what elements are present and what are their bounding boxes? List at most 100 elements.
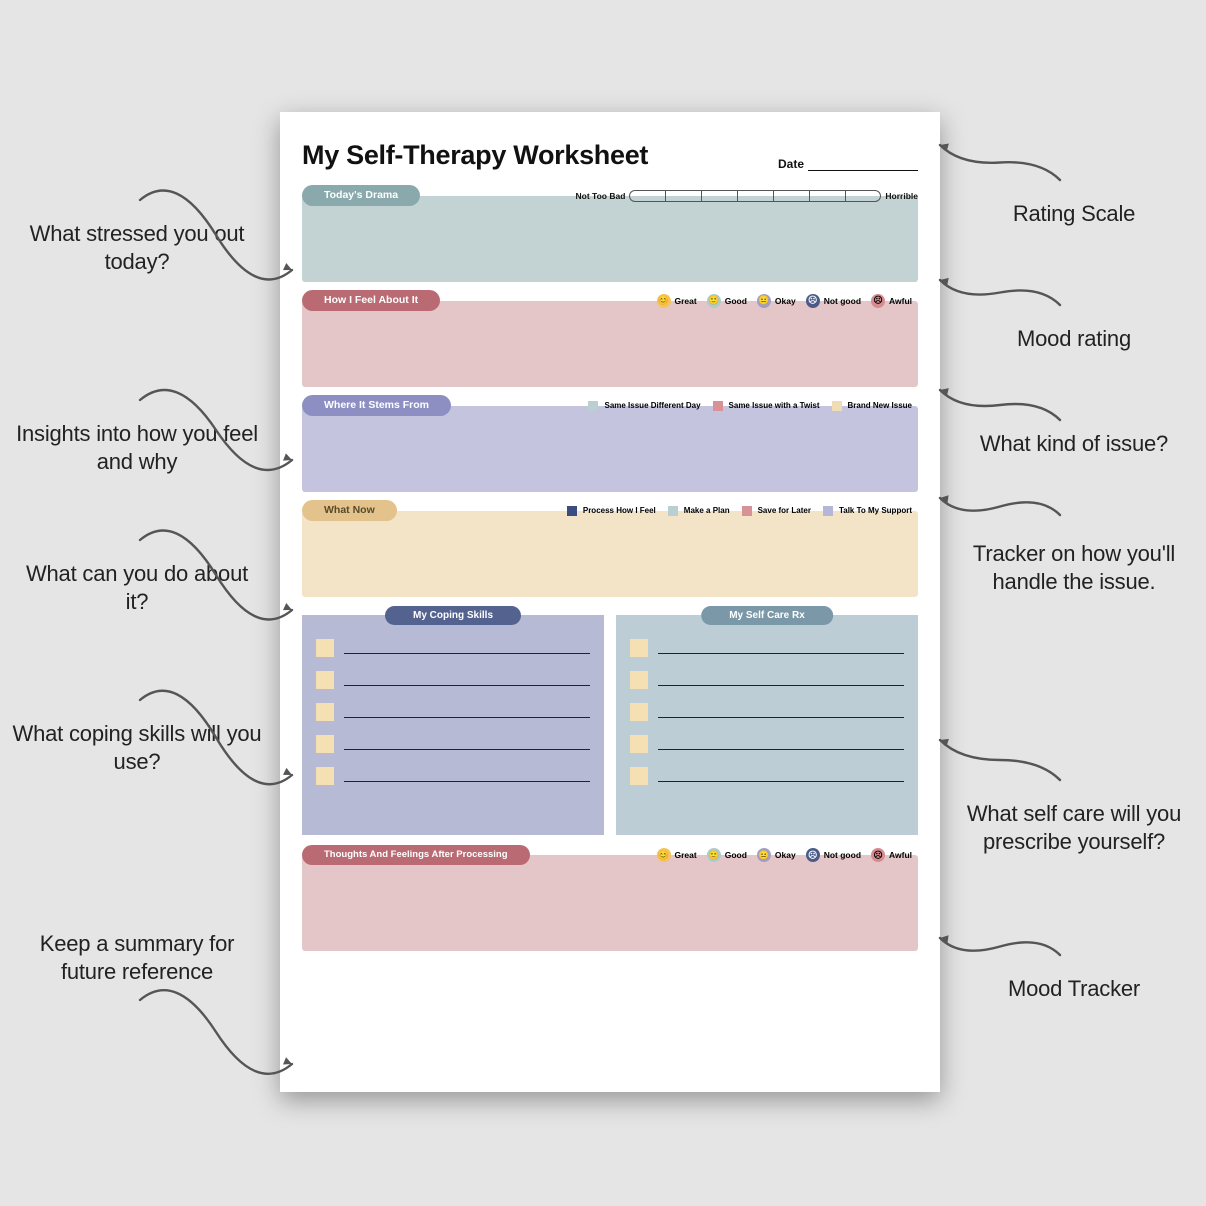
mood-face-icon[interactable]: ☹ [871,848,885,862]
mood-face-icon[interactable]: ☹ [871,294,885,308]
pill-feel: How I Feel About It [302,290,440,311]
sheet-title: My Self-Therapy Worksheet [302,140,648,171]
canvas: My Self-Therapy Worksheet Date Today's D… [0,0,1206,1206]
check-row[interactable] [316,703,590,721]
panel-selfcare: My Self Care Rx [616,605,918,835]
sheet-header: My Self-Therapy Worksheet Date [302,140,918,171]
mood-label: Good [725,850,747,860]
mood-row[interactable]: 😊Great🙂Good😐Okay☹Not good☹Awful [448,294,918,308]
check-row[interactable] [316,767,590,785]
check-row[interactable] [316,639,590,657]
mood-label: Not good [824,296,861,306]
worksheet: My Self-Therapy Worksheet Date Today's D… [280,112,940,1092]
mood-label: Not good [824,850,861,860]
callout-left: What stressed you out today? [12,220,262,275]
scale-cell[interactable] [737,190,773,202]
mood-face-icon[interactable]: 😊 [657,294,671,308]
section-after: Thoughts And Feelings After Processing 😊… [302,845,918,951]
selfcare-box[interactable] [616,615,918,835]
callout-left: What coping skills will you use? [12,720,262,775]
mood-label: Awful [889,296,912,306]
checkbox-icon[interactable] [630,639,648,657]
checkbox-icon[interactable] [316,767,334,785]
pill-stems: Where It Stems From [302,395,451,416]
legend-swatch-icon [742,506,752,516]
pill-drama: Today's Drama [302,185,420,206]
feel-box[interactable] [302,301,918,387]
dual-panels: My Coping Skills My Self Care Rx [302,605,918,835]
mood-row-after[interactable]: 😊Great🙂Good😐Okay☹Not good☹Awful [538,848,918,862]
date-field[interactable]: Date [778,157,918,171]
pill-selfcare: My Self Care Rx [701,606,833,625]
write-line[interactable] [658,738,904,750]
legend-swatch-icon [588,401,598,411]
legend-swatch-icon [567,506,577,516]
legend-swatch-icon [713,401,723,411]
mood-face-icon[interactable]: 🙂 [707,294,721,308]
drama-box[interactable] [302,196,918,282]
callout-left: What can you do about it? [12,560,262,615]
check-row[interactable] [630,639,904,657]
write-line[interactable] [344,674,590,686]
section-drama: Today's Drama Not Too Bad Horrible [302,185,918,282]
scale-cell[interactable] [845,190,881,202]
callout-right: What self care will you prescribe yourse… [954,800,1194,855]
write-line[interactable] [658,642,904,654]
checkbox-icon[interactable] [630,703,648,721]
mood-face-icon[interactable]: 😊 [657,848,671,862]
write-line[interactable] [658,770,904,782]
callout-right: Mood rating [954,325,1194,353]
scale-cell[interactable] [629,190,665,202]
legend-label: Make a Plan [684,506,730,515]
date-line[interactable] [808,159,918,171]
write-line[interactable] [344,706,590,718]
after-box[interactable] [302,855,918,951]
mood-face-icon[interactable]: 🙂 [707,848,721,862]
mood-label: Okay [775,850,796,860]
write-line[interactable] [344,642,590,654]
check-row[interactable] [316,735,590,753]
check-row[interactable] [630,703,904,721]
checkbox-icon[interactable] [316,639,334,657]
checkbox-icon[interactable] [316,671,334,689]
legend-label: Talk To My Support [839,506,912,515]
mood-face-icon[interactable]: 😐 [757,294,771,308]
checkbox-icon[interactable] [630,767,648,785]
scale-cell[interactable] [773,190,809,202]
stems-box[interactable] [302,406,918,492]
scale-left-label: Not Too Bad [576,191,626,201]
checkbox-icon[interactable] [630,671,648,689]
legend-label: Brand New Issue [848,401,912,410]
scale-cell[interactable] [809,190,845,202]
section-now: What Now Process How I FeelMake a PlanSa… [302,500,918,597]
mood-label: Great [675,296,697,306]
legend-swatch-icon [823,506,833,516]
mood-label: Great [675,850,697,860]
check-row[interactable] [630,767,904,785]
legend-swatch-icon [832,401,842,411]
checkbox-icon[interactable] [316,735,334,753]
mood-label: Good [725,296,747,306]
write-line[interactable] [658,706,904,718]
write-line[interactable] [658,674,904,686]
coping-box[interactable] [302,615,604,835]
callout-left: Insights into how you feel and why [12,420,262,475]
scale-cell[interactable] [701,190,737,202]
panel-coping: My Coping Skills [302,605,604,835]
write-line[interactable] [344,738,590,750]
now-box[interactable] [302,511,918,597]
mood-face-icon[interactable]: ☹ [806,294,820,308]
mood-face-icon[interactable]: 😐 [757,848,771,862]
write-line[interactable] [344,770,590,782]
legend-label: Same Issue Different Day [604,401,700,410]
date-label: Date [778,157,804,171]
check-row[interactable] [630,671,904,689]
check-row[interactable] [316,671,590,689]
checkbox-icon[interactable] [316,703,334,721]
callout-left: Keep a summary for future reference [12,930,262,985]
check-row[interactable] [630,735,904,753]
mood-face-icon[interactable]: ☹ [806,848,820,862]
scale-cell[interactable] [665,190,701,202]
rating-scale[interactable]: Not Too Bad Horrible [428,190,918,202]
checkbox-icon[interactable] [630,735,648,753]
